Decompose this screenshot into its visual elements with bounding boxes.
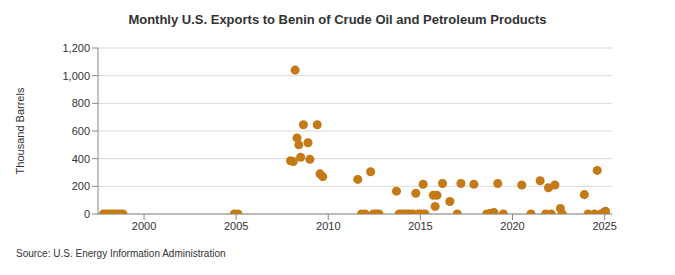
svg-text:400: 400 [72,153,90,165]
svg-text:2005: 2005 [224,220,248,232]
html-text:Monthly U.S. Exports to Benin: Monthly U.S. Exports to Benin of Crude O… [128,12,547,27]
svg-text:200: 200 [72,180,90,192]
svg-text:2025: 2025 [592,220,616,232]
svg-text:2015: 2015 [408,220,432,232]
svg-text:1,200: 1,200 [62,42,90,54]
html-text:Source: U.S. Energy Informatio: Source: U.S. Energy Information Administ… [16,248,226,259]
svg-text:0: 0 [84,208,90,220]
svg-text:2010: 2010 [316,220,340,232]
svg-text:800: 800 [72,97,90,109]
svg-text:1,000: 1,000 [62,70,90,82]
svg-text:2020: 2020 [500,220,524,232]
svg-text:Thousand Barrels: Thousand Barrels [14,87,26,174]
svg-text:600: 600 [72,125,90,137]
svg-text:2000: 2000 [132,220,156,232]
